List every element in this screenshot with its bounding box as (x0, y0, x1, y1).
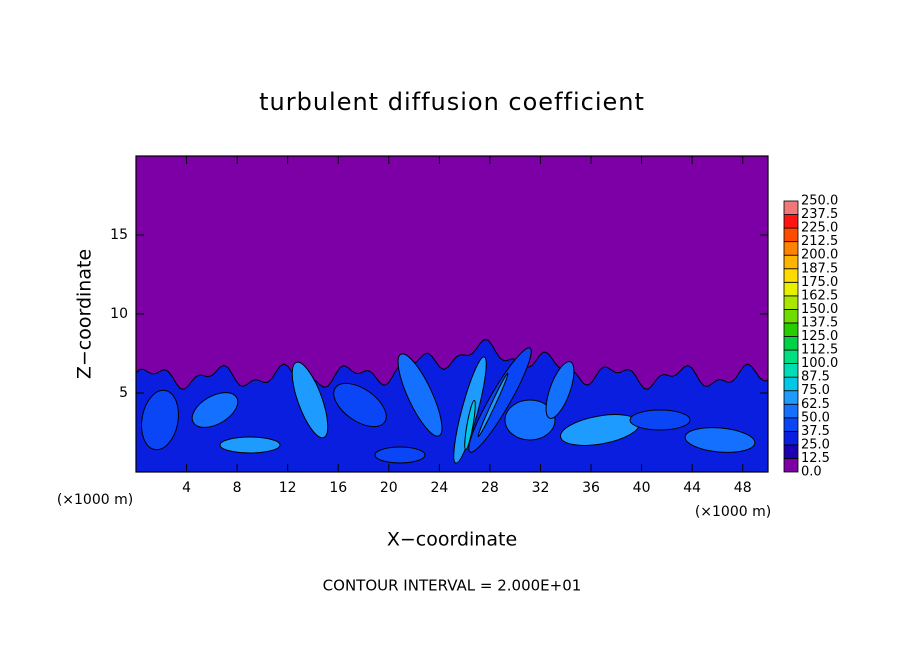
colorbar-swatch (783, 295, 799, 310)
turbulent-eddy (504, 399, 556, 441)
colorbar-label: 150.0 (801, 302, 838, 317)
x-tick-label: 48 (734, 480, 752, 496)
colorbar-swatch (783, 214, 799, 229)
colorbar-swatch (783, 376, 799, 392)
colorbar-label: 137.5 (801, 315, 838, 330)
turbulent-eddy (141, 389, 179, 451)
colorbar-swatch (783, 268, 799, 283)
x-tick-label: 36 (582, 480, 600, 496)
colorbar-swatch (783, 363, 799, 378)
colorbar-swatch (783, 336, 799, 351)
y-tick-label: 5 (119, 385, 128, 401)
colorbar-label: 200.0 (801, 248, 838, 263)
turbulent-eddy (684, 427, 756, 453)
turbulent-eddy (333, 382, 387, 428)
turbulent-eddy (464, 399, 476, 451)
turbulent-eddy (397, 353, 443, 437)
colorbar-label: 0.0 (801, 465, 822, 480)
colorbar-label: 87.5 (801, 370, 830, 385)
colorbar-swatch (783, 227, 799, 243)
chart-title: turbulent diffusion coefficient (259, 88, 645, 116)
x-tick-label: 40 (633, 480, 651, 496)
colorbar-swatch (783, 390, 799, 405)
x-tick-label: 44 (683, 480, 701, 496)
turbulent-eddy (374, 446, 426, 464)
colorbar-swatch (783, 200, 799, 215)
x-tick-label: 12 (279, 480, 297, 496)
colorbar-label: 12.5 (801, 451, 830, 466)
colorbar-label: 175.0 (801, 275, 838, 290)
colorbar-swatch (783, 458, 799, 473)
y-axis-label: Z−coordinate (74, 249, 96, 379)
x-tick-label: 16 (329, 480, 347, 496)
x-tick-label: 24 (430, 480, 448, 496)
colorbar-swatch (783, 403, 799, 419)
turbulent-eddy (191, 392, 239, 428)
colorbar-label: 162.5 (801, 288, 838, 303)
x-tick-label: 8 (233, 480, 242, 496)
colorbar-label: 225.0 (801, 221, 838, 236)
colorbar-swatch (783, 417, 799, 432)
colorbar-label: 212.5 (801, 234, 838, 249)
colorbar-swatch (783, 444, 799, 459)
colorbar-swatch (783, 308, 799, 324)
x-tick-label: 4 (182, 480, 191, 496)
colorbar-label: 100.0 (801, 356, 838, 371)
colorbar-swatch (783, 241, 799, 256)
colorbar-label: 25.0 (801, 437, 830, 452)
turbulent-eddy (629, 409, 691, 431)
x-tick-label: 20 (380, 480, 398, 496)
y-tick-label: 10 (110, 306, 128, 322)
colorbar-label: 62.5 (801, 397, 830, 412)
x-tick-label: 28 (481, 480, 499, 496)
turbulent-eddy (291, 361, 329, 439)
colorbar-swatch (783, 322, 799, 337)
colorbar-label: 187.5 (801, 261, 838, 276)
colorbar-swatch (783, 254, 799, 270)
colorbar-swatch (783, 349, 799, 364)
colorbar-label: 125.0 (801, 329, 838, 344)
x-tick-label: 32 (532, 480, 550, 496)
y-unit-label: (×1000 m) (57, 492, 133, 508)
colorbar-swatch (783, 281, 799, 297)
y-tick-label: 15 (110, 227, 128, 243)
contour-field (135, 156, 769, 473)
footer: CONTOUR INTERVAL = 2.000E+01 (323, 577, 582, 595)
colorbar-label: 50.0 (801, 410, 830, 425)
turbulent-eddy (477, 372, 509, 438)
x-unit-label: (×1000 m) (695, 504, 771, 520)
colorbar-swatch (783, 430, 799, 446)
turbulent-eddy (545, 361, 575, 419)
turbulent-eddy (219, 436, 281, 454)
colorbar-label: 37.5 (801, 424, 830, 439)
colorbar-label: 250.0 (801, 194, 838, 209)
x-axis-label: X−coordinate (387, 529, 517, 551)
colorbar-label: 112.5 (801, 343, 838, 358)
colorbar-label: 75.0 (801, 383, 830, 398)
colorbar-label: 237.5 (801, 207, 838, 222)
